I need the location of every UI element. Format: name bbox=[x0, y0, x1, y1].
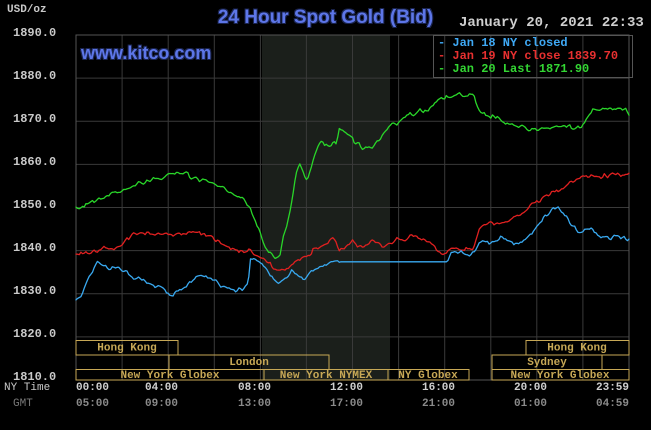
svg-text:London: London bbox=[229, 357, 269, 369]
svg-text:Hong Kong: Hong Kong bbox=[97, 343, 156, 355]
svg-text:New York Globex: New York Globex bbox=[510, 370, 609, 382]
svg-text:New York NYMEX: New York NYMEX bbox=[280, 370, 373, 382]
svg-text:Hong Kong: Hong Kong bbox=[547, 343, 606, 355]
svg-text:Sydney: Sydney bbox=[527, 357, 567, 369]
svg-text:NY Globex: NY Globex bbox=[398, 370, 458, 382]
svg-text:New York Globex: New York Globex bbox=[120, 370, 219, 382]
